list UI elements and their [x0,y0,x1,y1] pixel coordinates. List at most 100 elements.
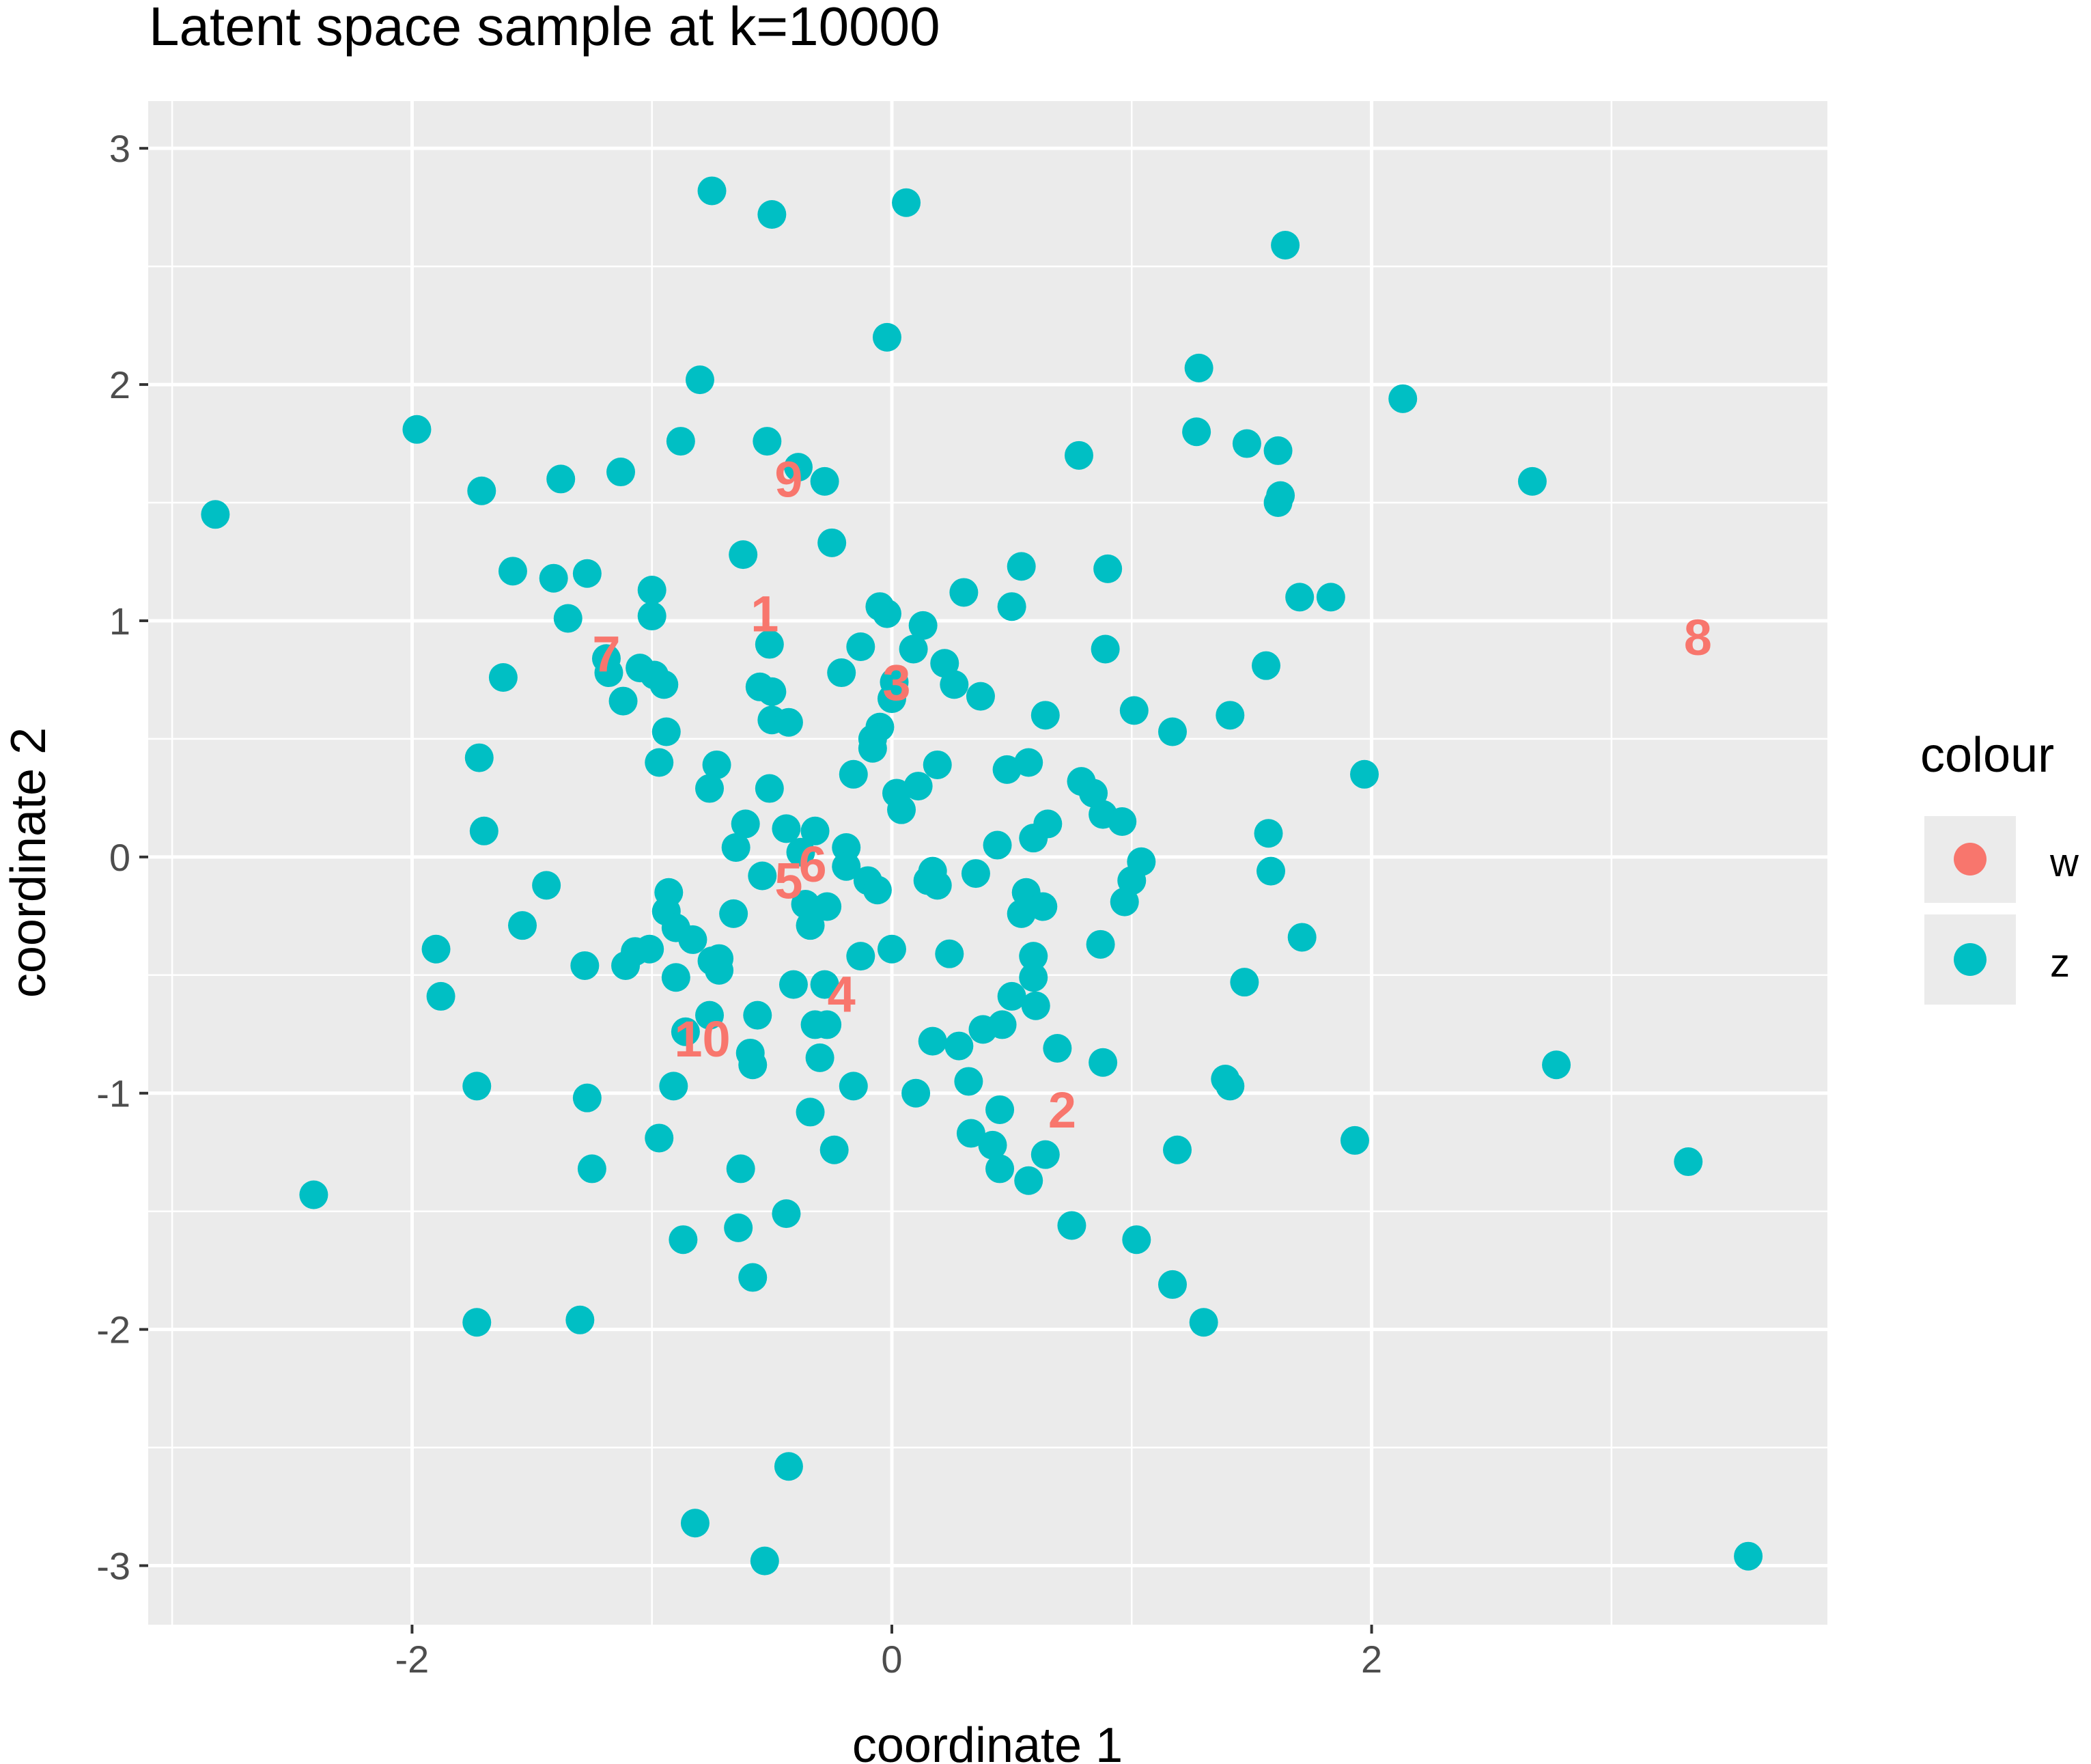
legend-label-z: z [2050,941,2070,985]
legend: colour w z [1920,728,2079,1005]
data-point-z [649,670,679,699]
data-point-z [796,911,825,940]
data-point-z [1350,759,1379,789]
data-point-z [954,1067,983,1096]
data-point-z [645,748,674,777]
data-point-z [731,809,760,839]
data-point-z [738,1050,768,1080]
data-point-z [1007,552,1036,581]
data-point-z [661,963,690,992]
data-point-z [608,686,638,716]
data-point-z [978,1130,1007,1160]
data-point-z [1057,1211,1086,1240]
plot-panel [148,101,1827,1625]
data-point-z [819,1135,849,1164]
data-point-z [462,1072,492,1101]
data-point-z [1030,1140,1060,1169]
data-point-z [572,1083,602,1112]
data-label-w: 3 [882,654,910,711]
x-tick-labels: -2 0 2 [395,1638,1383,1681]
data-point-z [565,1305,595,1334]
data-point-z [1108,807,1137,836]
data-point-z [750,1546,779,1576]
data-point-z [299,1180,328,1209]
data-point-z [678,925,707,954]
data-point-z [1119,696,1149,725]
data-point-z [611,951,641,980]
data-point-z [1043,1034,1072,1063]
data-label-w: 1 [750,586,778,643]
data-point-z [680,1509,710,1538]
data-point-z [635,934,664,964]
y-tick-labels: -3 -2 -1 0 1 2 3 [96,127,130,1587]
data-point-z [637,575,666,604]
data-point-z [1089,1048,1118,1077]
x-axis-label: coordinate 1 [852,1718,1123,1764]
data-point-z [961,859,990,888]
data-point-z [1340,1125,1369,1155]
y-tick-label: -2 [96,1308,130,1352]
data-point-z [1734,1541,1763,1571]
y-tick-label: -3 [96,1545,130,1588]
data-point-z [1093,554,1123,583]
data-point-z [1257,856,1286,886]
grid-minor [148,101,1827,1625]
data-point-z [1110,887,1139,916]
data-point-z [402,415,432,444]
data-point-z [1230,968,1259,997]
data-point-z [992,755,1022,784]
data-point-z [956,1119,985,1148]
data-point-z [1216,701,1245,730]
data-point-z [774,708,803,737]
data-point-z [949,578,979,607]
data-point-z [724,1213,753,1242]
data-point-z [1263,436,1293,465]
data-point-z [997,592,1026,621]
data-point-z [1182,417,1211,447]
series-z-points [201,176,1763,1576]
data-point-z [726,1154,755,1184]
data-label-w: 4 [828,966,856,1022]
data-point-z [810,466,839,496]
data-point-z [1019,963,1048,992]
data-point-z [918,1026,947,1056]
data-point-z [1285,583,1315,612]
data-point-z [1091,634,1120,664]
data-point-z [966,682,995,711]
data-point-z [702,750,731,779]
data-point-z [645,1123,674,1153]
data-point-z [594,658,623,688]
data-point-z [1021,991,1050,1020]
data-point-z [729,540,758,570]
data-point-z [940,670,969,699]
chart-title: Latent space sample at k=10000 [149,0,940,57]
data-point-z [757,677,787,706]
data-point-z [755,630,784,659]
legend-swatch-z [1954,943,1987,976]
data-point-z [462,1308,492,1337]
data-point-z [1517,466,1547,496]
data-point-z [201,500,230,529]
data-point-z [464,743,494,772]
y-axis-label: coordinate 2 [1,727,56,998]
data-point-z [488,662,518,692]
data-point-z [695,1000,725,1030]
data-point-z [755,774,784,803]
data-point-z [1216,1072,1245,1101]
data-point-z [577,1154,606,1184]
data-point-z [810,970,839,999]
data-point-z [813,892,842,921]
data-point-z [832,852,861,881]
axis-ticks [139,147,1373,1634]
data-point-z [553,604,583,633]
data-point-z [899,634,928,664]
data-point-z [1157,1270,1187,1299]
data-point-z [469,816,499,845]
data-point-z [839,759,868,789]
data-point-z [1388,384,1418,413]
data-point-z [892,188,921,217]
data-point-z [872,599,901,628]
data-point-z [774,1452,803,1481]
data-point-z [846,942,875,971]
